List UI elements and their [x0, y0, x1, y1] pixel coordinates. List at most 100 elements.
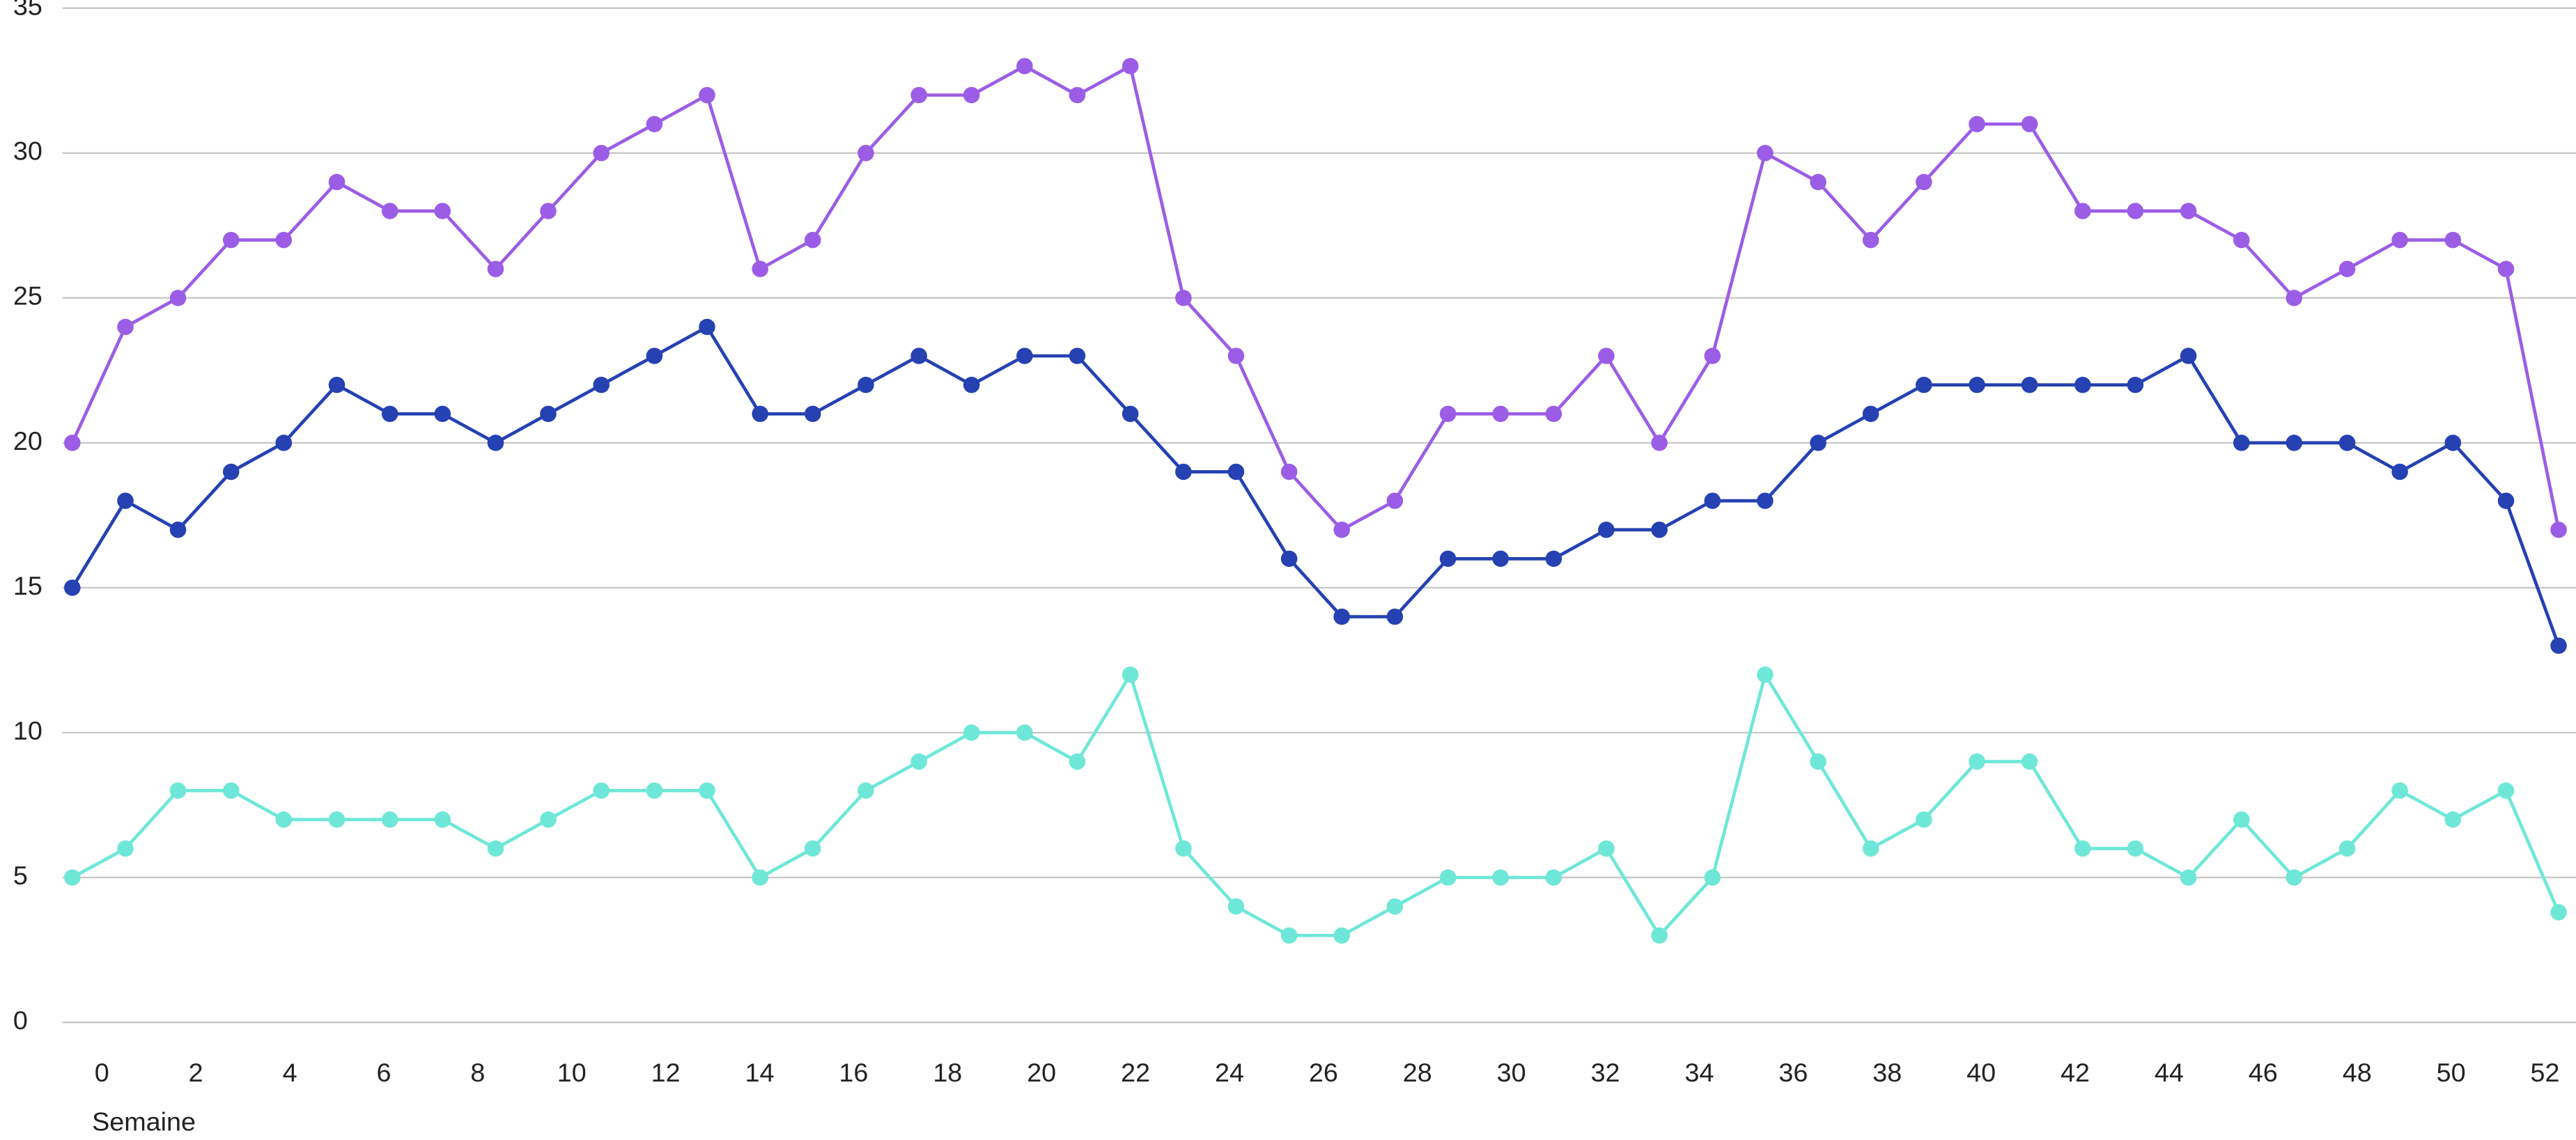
y-tick-label: 5	[13, 861, 28, 890]
point	[275, 435, 293, 451]
point	[910, 753, 927, 770]
point	[2550, 522, 2567, 538]
point	[1333, 927, 1350, 944]
x-tick-label: 32	[1591, 1058, 1620, 1087]
point	[1810, 173, 1826, 191]
point	[804, 405, 821, 423]
point	[1651, 522, 1668, 538]
point	[2286, 435, 2303, 451]
point	[593, 782, 610, 799]
point	[275, 231, 293, 249]
point	[1810, 435, 1826, 451]
x-tick-label: 38	[1872, 1058, 1902, 1087]
point	[117, 318, 134, 336]
point	[699, 318, 715, 336]
point	[1122, 666, 1139, 683]
point	[752, 869, 768, 886]
x-tick-label: 24	[1215, 1058, 1244, 1087]
point	[2021, 116, 2038, 132]
point	[752, 260, 768, 277]
point	[2074, 203, 2091, 219]
point	[1916, 173, 1932, 191]
x-tick-label: 26	[1309, 1058, 1338, 1087]
point	[540, 811, 557, 828]
point	[1386, 898, 1404, 915]
point	[2021, 376, 2038, 393]
point	[1280, 927, 1298, 944]
point	[1969, 376, 1985, 393]
point	[275, 811, 293, 828]
point	[117, 492, 134, 509]
point	[593, 145, 610, 162]
point	[1492, 405, 1509, 423]
point	[2550, 637, 2567, 654]
point	[2444, 435, 2462, 451]
point	[1704, 348, 1721, 364]
x-tick-label: 6	[376, 1058, 391, 1087]
x-tick-label: 10	[557, 1058, 587, 1087]
point	[328, 376, 346, 393]
point	[1916, 376, 1932, 393]
point	[1227, 463, 1245, 481]
point	[1757, 145, 1774, 162]
point	[1916, 811, 1932, 828]
point	[2286, 869, 2303, 886]
point	[1545, 405, 1562, 423]
x-tick-label: 52	[2531, 1058, 2560, 1087]
y-tick-label: 25	[13, 281, 42, 311]
point	[63, 869, 81, 886]
point	[910, 348, 927, 364]
point	[646, 782, 663, 799]
point	[1862, 231, 1879, 249]
point	[540, 203, 557, 219]
x-tick-label: 22	[1121, 1058, 1150, 1087]
point	[2497, 492, 2515, 509]
point	[1810, 753, 1826, 770]
x-tick-label: 40	[1966, 1058, 1996, 1087]
point	[222, 463, 240, 481]
point	[434, 405, 451, 423]
point	[1227, 348, 1245, 364]
point	[1016, 724, 1033, 741]
point	[2391, 782, 2408, 799]
point	[2180, 348, 2197, 364]
point	[1386, 492, 1404, 509]
point	[2444, 231, 2462, 249]
point	[2074, 376, 2091, 393]
x-tick-label: 4	[283, 1058, 297, 1087]
point	[1175, 290, 1192, 306]
line	[70, 325, 2561, 646]
point	[1280, 550, 1298, 568]
x-tick-label: 20	[1027, 1058, 1056, 1087]
point	[804, 840, 821, 857]
point	[1492, 550, 1509, 568]
point	[1439, 869, 1457, 886]
point	[1598, 348, 1615, 364]
point	[2233, 435, 2250, 451]
point	[381, 405, 398, 423]
point	[1227, 898, 1245, 915]
point	[1757, 492, 1774, 509]
point	[1862, 840, 1879, 857]
point	[2021, 753, 2038, 770]
point	[1704, 492, 1721, 509]
x-axis-label: Semaine	[92, 1107, 196, 1137]
y-tick-label: 0	[13, 1006, 28, 1035]
x-tick-label: 42	[2061, 1058, 2090, 1087]
point	[593, 376, 610, 393]
y-tick-label: 35	[13, 0, 42, 21]
point	[910, 86, 927, 104]
x-tick-label: 48	[2343, 1058, 2372, 1087]
point	[169, 782, 187, 799]
point	[487, 840, 504, 857]
point	[1280, 463, 1298, 481]
point	[1598, 840, 1615, 857]
x-tick-label: 0	[95, 1058, 109, 1087]
x-tick-label: 18	[933, 1058, 962, 1087]
point	[2127, 203, 2144, 219]
point	[540, 405, 557, 423]
point	[2497, 782, 2515, 799]
point	[222, 231, 240, 249]
point	[2286, 290, 2303, 306]
point	[2497, 260, 2515, 277]
